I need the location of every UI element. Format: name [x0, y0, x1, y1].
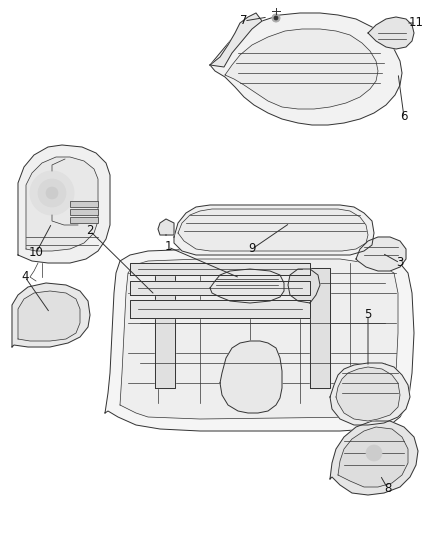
Polygon shape [337, 427, 407, 487]
Circle shape [273, 16, 277, 20]
Polygon shape [225, 29, 377, 109]
Text: 4: 4 [21, 271, 28, 284]
Text: 10: 10 [28, 246, 43, 260]
Circle shape [46, 187, 58, 199]
Bar [70, 209, 98, 215]
Polygon shape [209, 13, 261, 67]
Bar [70, 217, 98, 223]
Polygon shape [130, 281, 309, 295]
Polygon shape [335, 367, 399, 421]
Polygon shape [12, 283, 90, 347]
Bar [70, 201, 98, 207]
Text: 9: 9 [247, 243, 255, 255]
Text: 6: 6 [399, 110, 407, 124]
Polygon shape [287, 269, 319, 303]
Polygon shape [158, 219, 173, 235]
Polygon shape [177, 209, 367, 251]
Polygon shape [155, 268, 175, 388]
Text: 5: 5 [364, 309, 371, 321]
Polygon shape [209, 269, 283, 303]
Polygon shape [120, 259, 397, 419]
Text: 2: 2 [86, 224, 94, 238]
Polygon shape [329, 363, 409, 425]
Polygon shape [355, 237, 405, 271]
Polygon shape [329, 421, 417, 495]
Text: 3: 3 [396, 256, 403, 270]
Text: 7: 7 [240, 14, 247, 28]
Polygon shape [173, 205, 373, 255]
Polygon shape [105, 249, 413, 431]
Circle shape [30, 171, 74, 215]
Polygon shape [130, 300, 309, 318]
Polygon shape [367, 17, 413, 49]
Polygon shape [26, 157, 98, 251]
Text: 1: 1 [164, 240, 171, 254]
Circle shape [272, 14, 279, 22]
Polygon shape [219, 341, 281, 413]
Text: 8: 8 [383, 482, 391, 496]
Text: 11: 11 [408, 17, 423, 29]
Circle shape [365, 445, 381, 461]
Polygon shape [209, 13, 401, 125]
Polygon shape [18, 145, 110, 263]
Circle shape [38, 179, 66, 207]
Polygon shape [130, 263, 309, 275]
Polygon shape [309, 268, 329, 388]
Polygon shape [18, 291, 80, 341]
